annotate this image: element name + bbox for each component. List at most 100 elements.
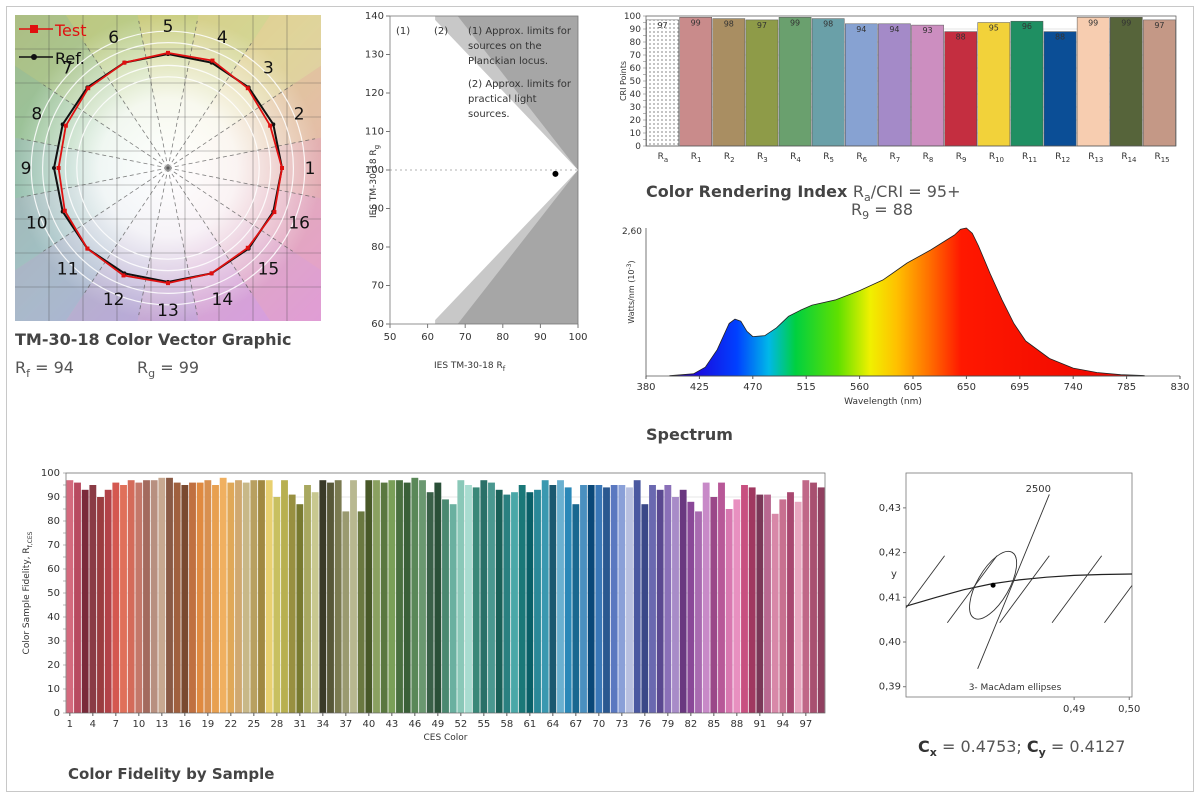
- cie-x-tick-label: 0,49: [1063, 704, 1085, 715]
- ces-bar: [725, 509, 733, 713]
- rfrg-y-tick-label: 100: [365, 165, 384, 176]
- cri-bar: [1143, 19, 1176, 147]
- ces-x-tick-label: 79: [661, 719, 674, 730]
- ces-bar: [204, 480, 212, 713]
- ces-bar: [580, 485, 587, 713]
- cvg-test-point: [245, 86, 250, 91]
- spectrum-x-tick-label: 605: [903, 382, 922, 393]
- cri-bar-value: 94: [856, 25, 866, 34]
- ces-bar: [733, 499, 741, 713]
- spectrum-chart: 2,60 380 425 470 515 560 605 650 695 740 785 830 Wav…: [600, 222, 1192, 412]
- ces-y-tick-label: 80: [47, 516, 60, 527]
- ces-bar: [66, 480, 74, 713]
- cri-bar: [1043, 31, 1077, 147]
- ces-bar: [166, 477, 173, 713]
- spectrum-x-tick-label: 695: [1010, 382, 1029, 393]
- cvg-hue-label: 2: [294, 105, 305, 125]
- ces-y-tick-label: 100: [41, 468, 60, 479]
- cvg-test-point: [122, 60, 127, 65]
- cvg-hue-label: 11: [57, 259, 79, 279]
- cri-title: Color Rendering Index Ra/CRI = 95+: [646, 182, 961, 204]
- color-vector-graphic: 1 2 3 4 5 6 7 8 9 10 11 12 13 14 15 16 Test Ref.: [15, 15, 321, 321]
- cvg-hue-label: 15: [258, 259, 280, 279]
- cvg-spoke: [20, 138, 169, 169]
- cie-y-tick-label: 0,43: [879, 503, 901, 514]
- rfrg-y-tick-label: 120: [365, 88, 384, 99]
- ces-x-tick-label: 94: [776, 719, 789, 730]
- ces-x-tick-label: 88: [730, 719, 743, 730]
- cri-x-tick-label: R12: [1055, 152, 1070, 164]
- spectrum-x-tick-label: 785: [1117, 382, 1136, 393]
- cvg-hue-label: 12: [103, 290, 125, 310]
- ces-bar: [181, 485, 189, 713]
- cri-bar: [778, 17, 812, 147]
- cvg-spoke: [167, 20, 198, 169]
- ces-x-tick-label: 76: [638, 719, 651, 730]
- ces-bar: [802, 480, 810, 713]
- rfrg-x-tick-label: 100: [568, 332, 587, 343]
- cri-axes: [645, 15, 1177, 147]
- ces-bar: [120, 485, 127, 713]
- cvg-ring: [64, 64, 272, 272]
- spectrum-title: Spectrum: [646, 425, 733, 444]
- cie-y-tick-label: 0,42: [879, 548, 901, 559]
- ces-x-tick-label: 91: [753, 719, 766, 730]
- ces-bar: [787, 492, 794, 713]
- cie-chart: 0,39 0,40 0,41 0,42 0,43 0,49 0,50 y 2500 3- MacA…: [868, 465, 1148, 725]
- ces-fidelity-chart: 0 10 20 30 40 50 60 70 80 90 100 1 4 7 10 13 16 19 22 25 28 3…: [15, 463, 835, 755]
- cvg-hue-label: 3: [263, 59, 274, 79]
- ces-bar: [97, 497, 104, 713]
- ces-bar: [779, 499, 787, 713]
- cie-planckian-locus: [905, 573, 1133, 607]
- cri-x-tick-label: R8: [923, 152, 934, 164]
- cie-point: [990, 582, 996, 588]
- cri-bar: [944, 31, 977, 147]
- cri-chart: 0 10 20 30 40 50 60 70 80 90 100 97 Ra 99 R1 98 R2 97 R3 99…: [596, 6, 1190, 176]
- cri-bar-value: 99: [1121, 18, 1131, 27]
- spectrum-y-axis-label: Watts/nm (10-3): [626, 260, 636, 323]
- rf-rg-plot: 50 60 70 80 90 10060708090100110120130140IES …: [365, 11, 588, 373]
- ces-x-tick-label: 16: [178, 719, 191, 730]
- ces-bar: [104, 489, 112, 713]
- ces-x-tick-label: 13: [155, 719, 168, 730]
- ces-bar: [319, 480, 327, 713]
- ces-bar: [679, 489, 687, 713]
- ces-bar: [503, 494, 511, 713]
- ces-x-tick-label: 25: [247, 719, 260, 730]
- ces-bar: [212, 485, 219, 713]
- cri-bar: [1076, 17, 1110, 147]
- ces-bar: [641, 504, 649, 713]
- ces-bar: [664, 485, 672, 713]
- rfrg-y-tick-label: 60: [371, 319, 384, 330]
- cri-y-tick-label: 40: [630, 90, 642, 100]
- cie-plot: 0,39 0,40 0,41 0,42 0,43 0,49 0,50 y 2500 3- MacA…: [879, 472, 1140, 715]
- rfrg-y-tick-label: 130: [365, 50, 384, 61]
- cvg-test-point: [268, 123, 273, 128]
- cvg-test-point: [209, 271, 214, 276]
- ces-y-tick-label: 10: [47, 684, 60, 695]
- cvg-spoke: [138, 20, 169, 169]
- ces-bar: [196, 482, 204, 713]
- ces-bar: [488, 482, 495, 713]
- rfrg-y-axis-label: IES TM-30-18 Rg: [369, 145, 381, 218]
- cri-bar: [1110, 17, 1143, 147]
- ces-bar: [365, 480, 373, 713]
- cri-x-tick-label: R2: [724, 152, 735, 164]
- spectrum-x-tick-label: 560: [850, 382, 869, 393]
- cvg-test-point: [62, 208, 67, 213]
- cie-y-tick-label: 0,41: [879, 592, 901, 603]
- legend-ref-label: Ref.: [55, 49, 85, 68]
- ces-bar: [327, 482, 334, 713]
- cie-isotherm: [905, 555, 945, 609]
- ces-bar: [649, 485, 656, 713]
- rfrg-note-2-line: practical light: [468, 94, 537, 105]
- cri-y-tick-label: 70: [630, 51, 642, 61]
- cvg-ring: [41, 41, 295, 295]
- ces-x-tick-label: 82: [684, 719, 697, 730]
- ces-x-tick-label: 64: [546, 719, 559, 730]
- ces-bar: [764, 494, 771, 713]
- ces-bar: [373, 480, 380, 713]
- cie-y-tick-label: 0,40: [879, 637, 901, 648]
- cri-bar: [712, 18, 746, 147]
- cri-y-tick-label: 100: [624, 12, 641, 22]
